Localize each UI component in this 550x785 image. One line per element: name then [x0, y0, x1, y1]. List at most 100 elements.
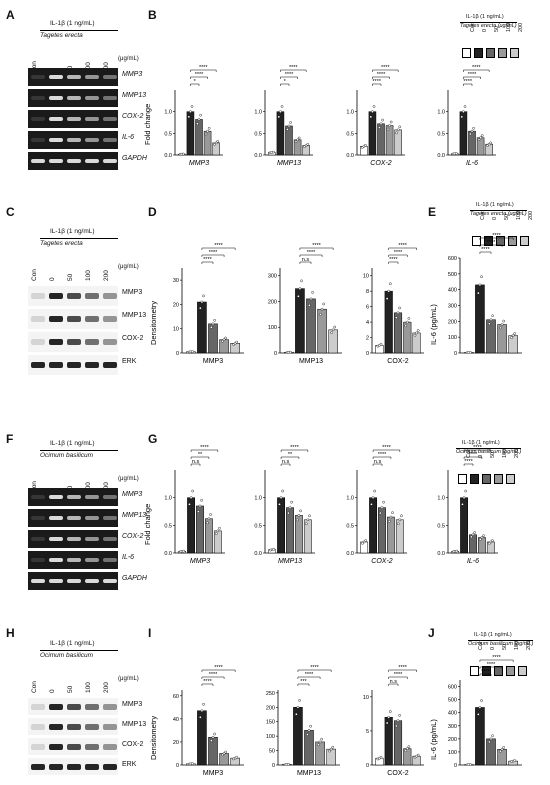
sig-label: n.s	[282, 459, 290, 465]
data-point	[405, 747, 409, 750]
y-tick-label: 600	[448, 256, 457, 262]
y-tick-label: 250	[266, 691, 275, 697]
legend-line1: IL-1β (1 ng/mL)	[474, 632, 512, 638]
band	[49, 75, 63, 79]
band	[103, 293, 117, 299]
data-point	[361, 541, 364, 545]
sig-bracket	[297, 669, 332, 672]
sig-bracket	[372, 76, 390, 79]
sig-bracket	[479, 237, 514, 240]
band-row	[28, 309, 118, 329]
data-point	[189, 110, 192, 113]
band	[85, 293, 99, 299]
bar	[369, 497, 377, 554]
sig-bracket	[299, 247, 334, 250]
bar	[387, 516, 395, 554]
bar	[326, 748, 336, 766]
legend-j: IL-1β (1 ng/mL) Ocimum basilicum (μg/mL) C…	[468, 632, 550, 682]
legend-line2: Tagetes erecta (μg/mL)	[460, 22, 517, 29]
band	[31, 362, 45, 368]
data-point	[500, 323, 504, 326]
panel-letter-a: A	[6, 8, 15, 22]
sig-bracket	[463, 456, 483, 459]
data-point	[308, 304, 311, 307]
gene-label: COX-2	[122, 335, 144, 342]
data-point	[469, 132, 472, 136]
band	[103, 316, 117, 322]
chart-G-10: 0.00.51.0n.s********COX-2	[346, 445, 407, 565]
bar	[403, 321, 412, 354]
y-tick-label: 5	[366, 729, 369, 735]
data-point	[500, 748, 504, 751]
data-point	[197, 118, 201, 121]
data-point	[214, 532, 218, 535]
sig-label: ****	[307, 250, 316, 256]
y-tick-label: 0.5	[437, 131, 445, 137]
gel-panel-a: IL-1β (1 ng/mL)Tagetes erectaCon05010020…	[18, 20, 147, 180]
data-point	[362, 540, 366, 544]
data-point	[398, 306, 401, 310]
panel-letter-f: F	[6, 432, 14, 446]
band	[67, 537, 81, 541]
y-tick-label: 20	[173, 740, 179, 746]
data-point	[207, 517, 211, 520]
sig-label: ****	[382, 445, 391, 451]
data-point	[297, 136, 301, 140]
sig-bracket	[280, 449, 309, 452]
data-point	[372, 105, 376, 108]
treatment-label: IL-1β (1 ng/mL)	[50, 440, 95, 447]
panel-letter-d: D	[148, 205, 157, 219]
band	[49, 495, 63, 499]
data-point	[488, 740, 491, 744]
data-point	[400, 514, 403, 518]
data-point	[388, 124, 391, 127]
bar	[286, 507, 294, 554]
sig-label: ****	[487, 240, 496, 246]
band	[31, 703, 45, 710]
bar	[186, 111, 195, 156]
band-row	[28, 131, 118, 149]
data-point	[480, 699, 483, 702]
sig-label: ****	[289, 65, 298, 71]
band	[49, 723, 63, 730]
data-point	[278, 503, 281, 506]
y-tick-label: 0.0	[164, 153, 172, 159]
chart-B-3: 0.00.51.0************IL-6	[437, 65, 496, 167]
data-point	[235, 755, 239, 759]
band	[67, 75, 81, 79]
agent-label: Ocimum basilicum	[40, 450, 118, 459]
band	[85, 159, 99, 163]
data-point	[510, 336, 513, 339]
data-point	[309, 724, 312, 728]
sig-bracket	[479, 659, 514, 662]
data-point	[462, 496, 466, 499]
band	[85, 723, 99, 730]
y-axis-label: Densitometry	[149, 716, 158, 760]
data-point	[387, 289, 391, 293]
legend-line1: IL-1β (1 ng/mL)	[462, 440, 500, 446]
data-point	[502, 746, 505, 749]
data-point	[286, 128, 289, 131]
sig-label: ****	[195, 72, 204, 78]
sig-bracket	[190, 463, 201, 466]
data-point	[320, 307, 324, 311]
chart-G-9: 0.00.51.0n.s******MMP13	[254, 445, 315, 565]
legend-line1: IL-1β (1 ng/mL)	[466, 14, 504, 20]
data-point	[398, 714, 401, 717]
band	[103, 117, 117, 121]
legend-swatch	[462, 48, 471, 58]
band	[31, 516, 45, 520]
y-tick-label: 100	[448, 750, 457, 756]
data-point	[331, 328, 335, 332]
data-point	[213, 143, 216, 146]
y-tick-label: 200	[268, 299, 277, 305]
bar	[317, 308, 327, 354]
x-axis-label: MMP13	[277, 160, 301, 167]
legend-swatch	[482, 666, 491, 676]
data-point	[502, 319, 505, 323]
band-row	[28, 355, 118, 375]
y-tick-label: 600	[448, 685, 457, 691]
data-point	[191, 489, 194, 493]
